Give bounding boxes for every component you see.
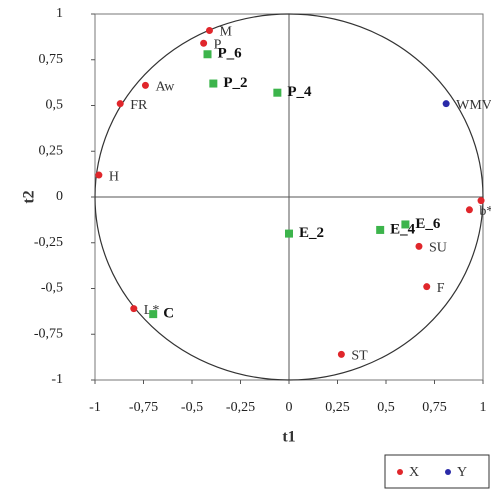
point-label: P_2 xyxy=(223,75,247,91)
point-label: P_4 xyxy=(287,84,312,100)
point xyxy=(415,242,423,250)
legend-label: X xyxy=(409,465,419,480)
point-label: F xyxy=(437,281,445,296)
x-tick-label: 0,25 xyxy=(325,400,350,415)
point-label: C xyxy=(163,306,174,322)
point-label: ST xyxy=(351,349,368,364)
legend-marker xyxy=(397,469,403,475)
point-label: Aw xyxy=(155,80,175,95)
x-tick-label: 1 xyxy=(480,400,487,415)
point-label: M xyxy=(219,25,232,40)
x-tick-label: 0,75 xyxy=(422,400,447,415)
y-tick-label: -0,75 xyxy=(34,326,63,341)
point-label: P xyxy=(214,37,222,52)
point xyxy=(285,229,293,238)
point xyxy=(116,100,124,108)
legend-marker xyxy=(445,469,451,475)
y-tick-label: -0,5 xyxy=(41,281,63,296)
point xyxy=(95,171,103,179)
point-label: FR xyxy=(130,98,148,113)
point xyxy=(273,88,282,97)
point xyxy=(209,79,218,88)
point-label: WMV xyxy=(456,98,491,113)
point-label: E_2 xyxy=(299,225,324,241)
y-tick-label: -1 xyxy=(51,372,63,387)
y-axis-title: t2 xyxy=(21,190,38,203)
y-tick-label: 1 xyxy=(56,6,63,21)
x-tick-label: -0,5 xyxy=(181,400,203,415)
x-tick-label: 0 xyxy=(286,400,293,415)
y-tick-label: 0 xyxy=(56,189,63,204)
point xyxy=(337,350,345,358)
point xyxy=(203,50,212,59)
point xyxy=(401,220,410,229)
y-tick-label: -0,25 xyxy=(34,235,63,250)
point xyxy=(465,206,473,214)
x-tick-label: -0,75 xyxy=(129,400,158,415)
point xyxy=(423,283,431,291)
x-tick-label: -0,25 xyxy=(226,400,255,415)
legend-label: Y xyxy=(457,465,467,480)
x-axis-title: t1 xyxy=(282,429,295,446)
point xyxy=(205,26,213,34)
point-label: H xyxy=(109,169,119,184)
point xyxy=(376,225,385,234)
point xyxy=(149,310,158,319)
point-label: E_6 xyxy=(415,216,441,232)
point xyxy=(442,100,450,108)
x-tick-label: -1 xyxy=(89,400,101,415)
point-label: P_6 xyxy=(218,46,243,62)
y-tick-label: 0,75 xyxy=(39,52,64,67)
y-tick-label: 0,5 xyxy=(46,98,64,113)
point xyxy=(130,305,138,313)
y-tick-label: 0,25 xyxy=(39,143,64,158)
x-tick-label: 0,5 xyxy=(377,400,395,415)
point xyxy=(200,39,208,47)
point xyxy=(477,197,485,205)
point xyxy=(141,81,149,89)
point-label: SU xyxy=(429,241,447,256)
point-label: b* xyxy=(479,204,491,219)
